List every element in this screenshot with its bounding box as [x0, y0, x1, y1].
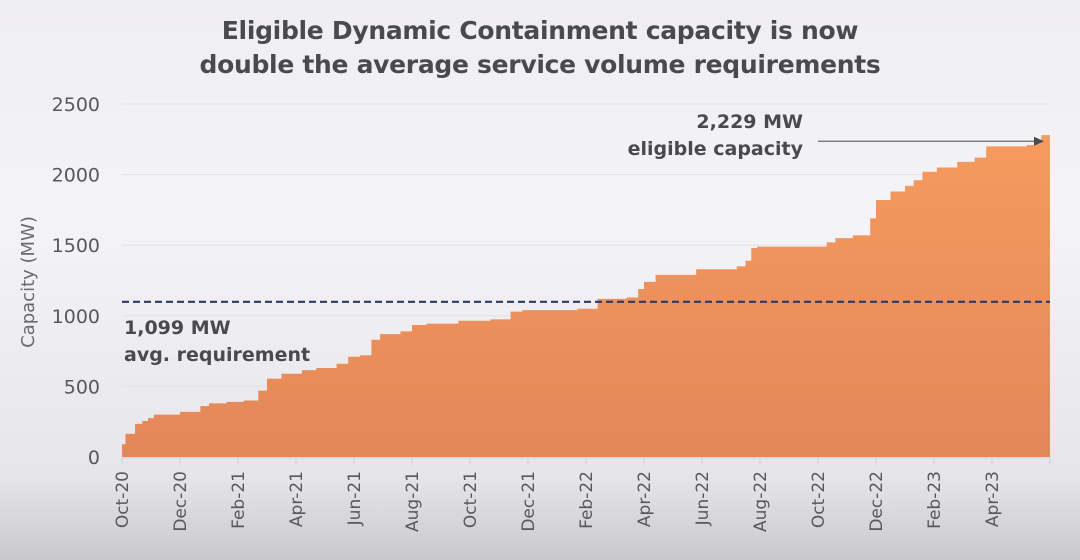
x-tick-label: Apr-21 — [287, 471, 307, 527]
x-tick-label: Aug-21 — [403, 471, 423, 532]
x-tick-label: Dec-20 — [171, 471, 191, 532]
x-tick-label: Apr-23 — [983, 471, 1003, 527]
eligible-capacity-value-label: 2,229 MW — [696, 111, 803, 133]
x-tick-label: Dec-21 — [519, 471, 539, 532]
y-tick-label: 1500 — [52, 235, 100, 257]
y-tick-label: 2000 — [52, 165, 100, 187]
x-tick-label: Jun-21 — [345, 471, 365, 526]
chart-title-line-1: Eligible Dynamic Containment capacity is… — [221, 16, 859, 45]
x-tick-label: Oct-21 — [461, 471, 481, 528]
chart-title-line-2: double the average service volume requir… — [199, 50, 881, 79]
chart-title: Eligible Dynamic Containment capacity is… — [0, 14, 1080, 82]
x-tick-label: Aug-22 — [751, 471, 771, 532]
x-tick-label: Feb-22 — [577, 471, 597, 529]
x-tick-label: Feb-23 — [925, 471, 945, 529]
x-tick-label: Apr-22 — [635, 471, 655, 527]
x-tick-label: Feb-21 — [229, 471, 249, 529]
eligible-capacity-text-label: eligible capacity — [628, 138, 804, 160]
x-axis-ticks: Oct-20 Dec-20 Feb-21 Apr-21 Jun-21 Aug-21 Oct-… — [113, 457, 1051, 532]
y-tick-label: 500 — [64, 376, 100, 398]
avg-requirement-value-label: 1,099 MW — [124, 317, 231, 339]
y-axis-ticks: 0 500 1000 1500 2000 2500 — [52, 94, 100, 469]
y-axis-label: Capacity (MW) — [18, 216, 39, 348]
y-tick-label: 2500 — [52, 94, 100, 116]
x-tick-label: Oct-20 — [113, 471, 133, 528]
y-tick-label: 0 — [88, 447, 100, 469]
y-tick-label: 1000 — [52, 306, 100, 328]
avg-requirement-text-label: avg. requirement — [124, 344, 310, 366]
x-tick-label: Oct-22 — [809, 471, 829, 528]
x-tick-label: Dec-22 — [867, 471, 887, 532]
x-tick-label: Jun-22 — [693, 471, 713, 526]
capacity-area-series — [122, 135, 1050, 457]
arrowhead-icon — [1034, 136, 1044, 146]
